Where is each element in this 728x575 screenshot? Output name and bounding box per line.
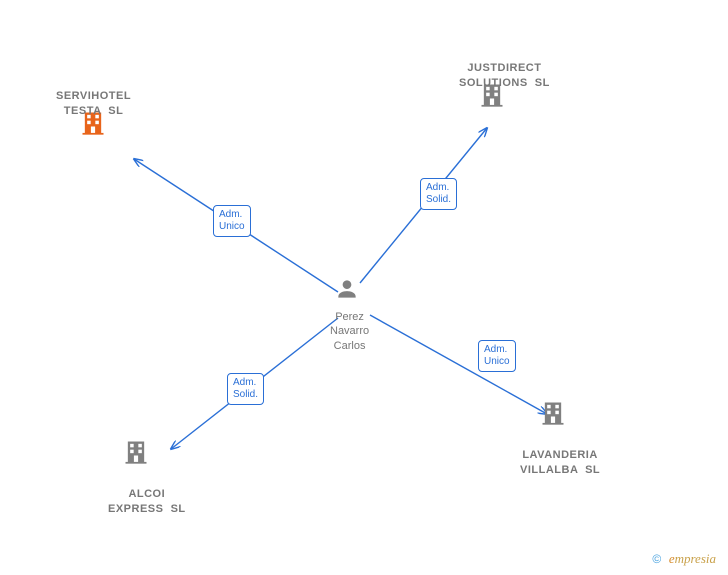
company-node-alcoi[interactable] [122, 438, 150, 471]
edge-to-lavanderia [370, 315, 547, 414]
company-node-lavanderia[interactable] [539, 399, 567, 432]
company-label-alcoi: ALCOI EXPRESS SL [108, 487, 186, 517]
company-label-justdirect: JUSTDIRECT SOLUTIONS SL [459, 61, 550, 91]
center-person-label: Perez Navarro Carlos [330, 310, 369, 353]
company-label-lavanderia: LAVANDERIA VILLALBA SL [520, 448, 600, 478]
edge-label-lavanderia: Adm. Unico [478, 340, 516, 372]
company-label-servihotel: SERVIHOTEL TESTA SL [56, 89, 131, 119]
building-icon [122, 438, 150, 466]
center-person-node[interactable] [334, 276, 360, 307]
building-icon [539, 399, 567, 427]
person-icon [334, 276, 360, 302]
edge-label-alcoi: Adm. Solid. [227, 373, 264, 405]
copyright-symbol: © [652, 552, 661, 566]
watermark: © empresia [652, 551, 716, 567]
edge-label-servihotel: Adm. Unico [213, 205, 251, 237]
brand-text: empresia [669, 551, 716, 566]
edge-label-justdirect: Adm. Solid. [420, 178, 457, 210]
